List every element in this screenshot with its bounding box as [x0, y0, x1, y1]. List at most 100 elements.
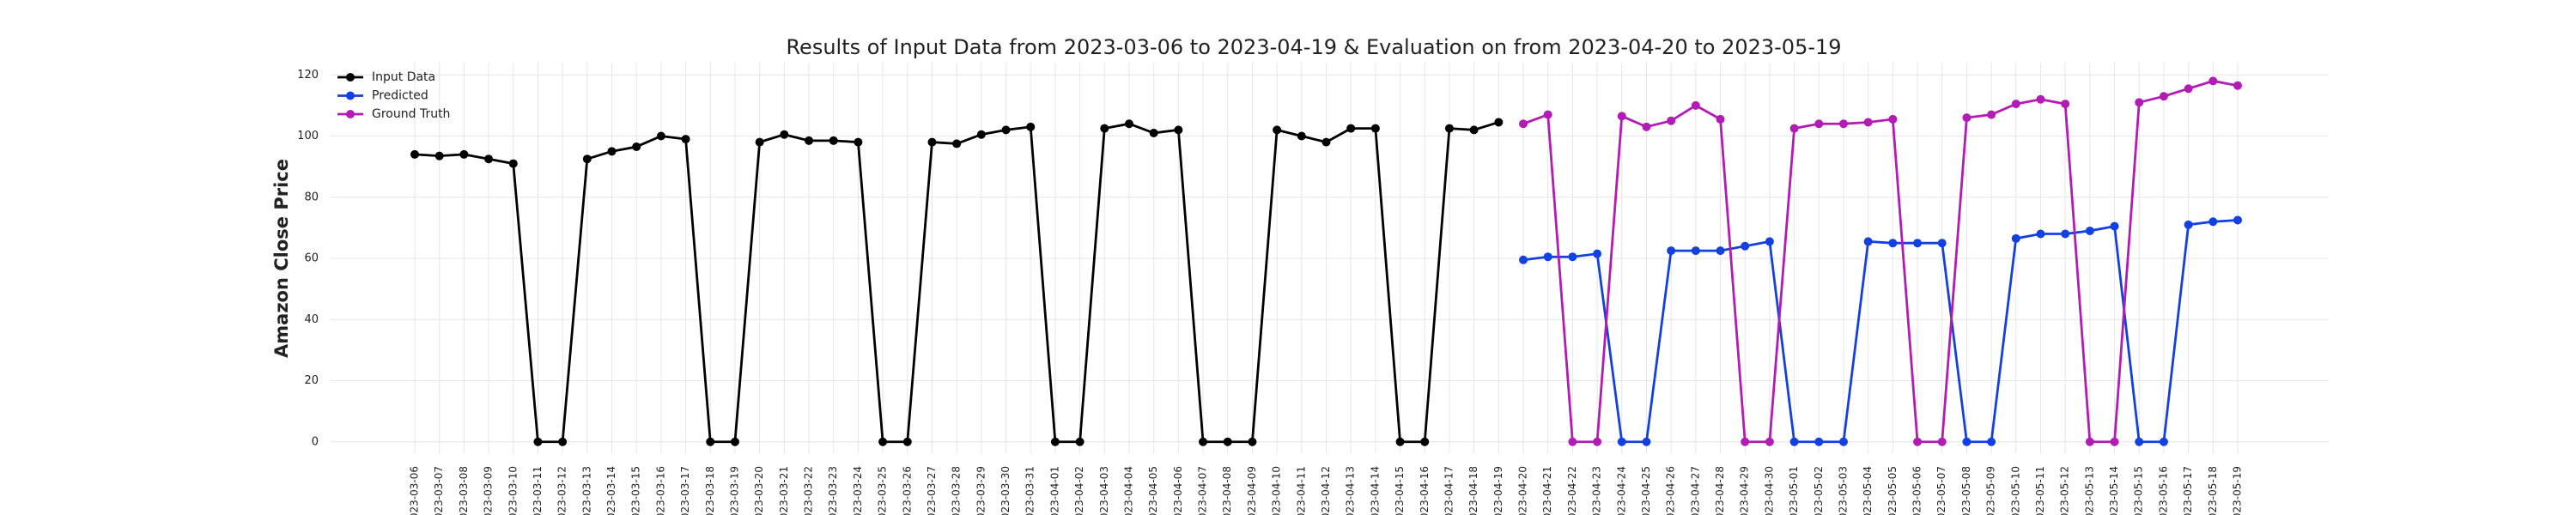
data-point — [484, 154, 494, 164]
x-tick-label: 2023-05-14 — [2108, 466, 2120, 515]
data-point — [2110, 221, 2119, 231]
x-tick-label: 2023-04-24 — [1615, 466, 1627, 515]
x-tick-label: 2023-03-18 — [704, 466, 716, 515]
data-point — [1124, 119, 1133, 129]
x-tick-label: 2023-04-02 — [1073, 466, 1085, 515]
data-point — [2159, 437, 2168, 446]
data-point — [1863, 118, 1873, 127]
x-tick-label: 2023-04-23 — [1591, 466, 1603, 515]
x-tick-label: 2023-05-18 — [2207, 466, 2219, 515]
x-tick-label: 2023-03-10 — [507, 466, 519, 515]
data-point — [1765, 437, 1774, 446]
x-tick-label: 2023-05-08 — [1960, 466, 1972, 515]
data-point — [1863, 237, 1873, 246]
data-point — [582, 154, 592, 164]
data-point — [1838, 119, 1848, 129]
data-point — [1888, 239, 1898, 248]
x-tick-label: 2023-03-12 — [556, 466, 568, 515]
data-point — [1741, 241, 1750, 251]
data-point — [2011, 100, 2020, 109]
x-tick-label: 2023-04-04 — [1122, 466, 1134, 515]
x-tick-label: 2023-03-21 — [778, 466, 790, 515]
y-tick-label: 60 — [304, 252, 319, 265]
data-point — [1297, 131, 1306, 141]
data-point — [1519, 255, 1528, 264]
data-point — [1593, 437, 1602, 446]
data-point — [878, 437, 888, 446]
x-tick-label: 2023-05-12 — [2059, 466, 2071, 515]
data-point — [1667, 116, 1676, 125]
x-tick-label: 2023-05-02 — [1813, 466, 1825, 515]
data-point — [854, 137, 863, 147]
y-tick-label: 120 — [297, 69, 319, 82]
data-point — [1519, 119, 1528, 129]
data-point — [976, 130, 986, 139]
data-point — [1050, 437, 1060, 446]
data-point — [1888, 114, 1898, 124]
data-point — [2061, 100, 2070, 109]
x-tick-label: 2023-03-06 — [409, 466, 421, 515]
data-point — [2110, 437, 2119, 446]
data-point — [829, 136, 838, 145]
x-tick-label: 2023-04-10 — [1271, 466, 1283, 515]
data-point — [656, 131, 665, 141]
y-tick-label: 100 — [297, 130, 319, 142]
x-tick-label: 2023-05-15 — [2133, 466, 2145, 515]
x-tick-label: 2023-05-10 — [2009, 466, 2021, 515]
legend-marker — [346, 91, 355, 100]
data-point — [1543, 252, 1552, 262]
data-point — [1962, 437, 1971, 446]
legend-label: Input Data — [372, 70, 435, 84]
y-tick-label: 40 — [304, 313, 319, 326]
data-point — [805, 136, 814, 145]
x-tick-label: 2023-03-11 — [532, 466, 544, 515]
data-point — [1223, 437, 1232, 446]
data-point — [1346, 124, 1356, 133]
data-point — [1716, 114, 1725, 124]
data-point — [2135, 437, 2144, 446]
x-tick-label: 2023-04-27 — [1689, 466, 1701, 515]
x-tick-label: 2023-05-06 — [1911, 466, 1923, 515]
x-tick-label: 2023-03-29 — [975, 466, 987, 515]
data-point — [1642, 437, 1651, 446]
y-axis-label: Amazon Close Price — [271, 159, 292, 358]
data-point — [459, 149, 469, 159]
x-tick-label: 2023-04-29 — [1739, 466, 1751, 515]
series-line — [1522, 219, 2239, 444]
data-point — [2085, 226, 2094, 235]
data-point — [1543, 110, 1552, 119]
x-tick-label: 2023-03-30 — [999, 466, 1012, 515]
data-point — [1667, 246, 1676, 256]
x-tick-label: 2023-04-11 — [1295, 466, 1307, 515]
data-point — [2061, 229, 2070, 239]
y-tick-label: 0 — [312, 435, 319, 448]
data-point — [2085, 437, 2094, 446]
data-point — [1001, 125, 1011, 135]
x-tick-label: 2023-04-28 — [1714, 466, 1726, 515]
data-point — [1691, 100, 1700, 110]
x-tick-label: 2023-04-25 — [1640, 466, 1652, 515]
data-point — [1642, 122, 1651, 131]
data-point — [2233, 215, 2242, 225]
x-tick-label: 2023-04-01 — [1048, 466, 1060, 515]
data-point — [1149, 128, 1158, 137]
data-point — [2036, 229, 2045, 239]
data-point — [2208, 76, 2218, 86]
data-point — [1789, 124, 1799, 133]
x-tick-label: 2023-04-07 — [1197, 466, 1209, 515]
data-point — [434, 151, 444, 161]
x-tick-label: 2023-04-30 — [1763, 466, 1775, 515]
x-tick-label: 2023-03-09 — [483, 466, 495, 515]
series-line — [1522, 79, 2239, 444]
data-point — [1395, 437, 1405, 446]
data-point — [1321, 137, 1331, 147]
data-point — [410, 149, 419, 159]
x-tick-label: 2023-04-16 — [1419, 466, 1431, 515]
x-tick-label: 2023-04-08 — [1221, 466, 1233, 515]
data-point — [1593, 249, 1602, 258]
legend-marker — [346, 73, 355, 82]
x-tick-label: 2023-04-18 — [1467, 466, 1479, 515]
y-tick-label: 80 — [304, 191, 319, 203]
data-point — [607, 147, 617, 156]
